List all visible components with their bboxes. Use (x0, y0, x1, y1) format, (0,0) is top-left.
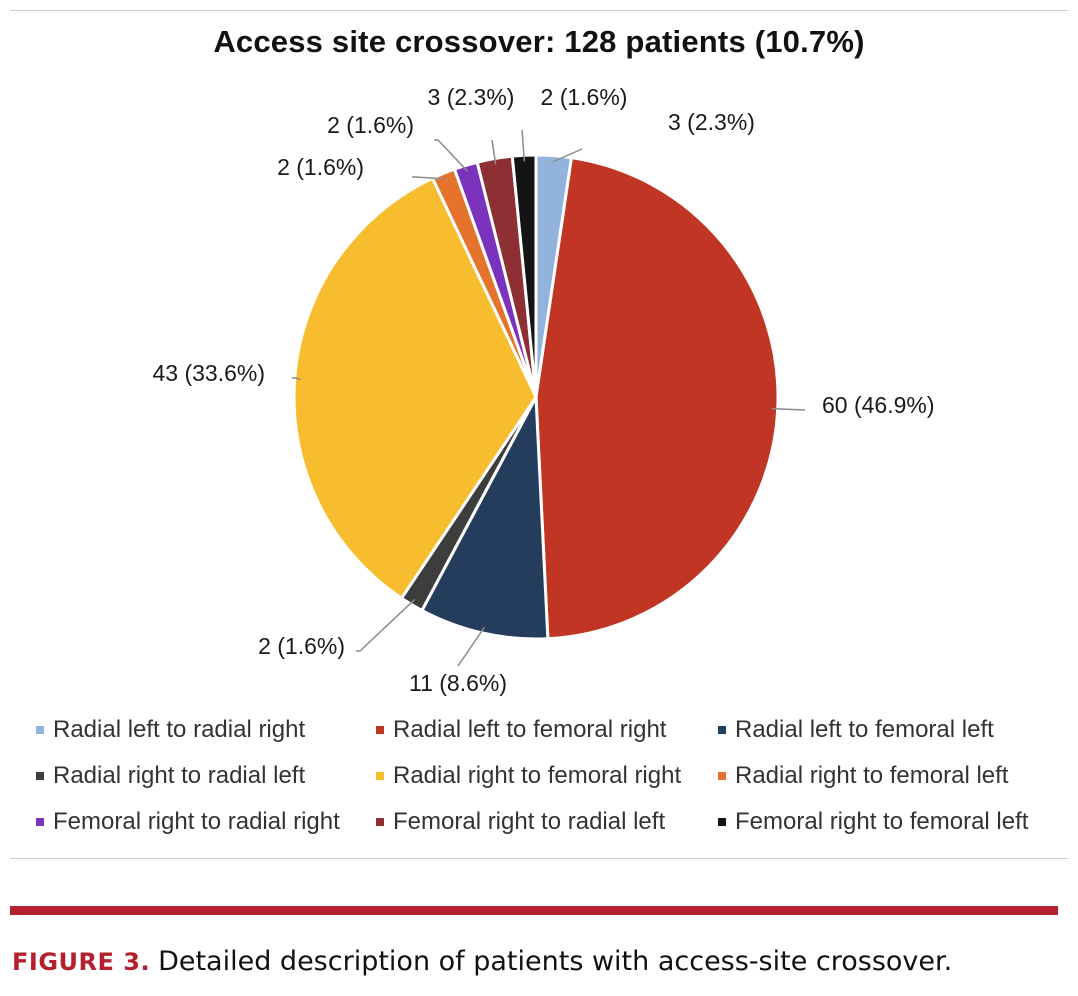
slice-label-6: 2 (1.6%) (277, 154, 364, 180)
pie-chart: 3 (2.3%) 60 (46.9%) 11 (8.6%) 2 (1.6%) 43 (3… (152, 84, 935, 696)
legend-label: Radial right to radial left (53, 762, 306, 789)
leader-line-7 (434, 139, 469, 172)
slice-label-4: 2 (1.6%) (258, 633, 345, 659)
legend-item-4: Radial right to radial left (36, 762, 305, 790)
leader-line-9 (521, 129, 526, 162)
legend-label: Femoral right to radial left (393, 808, 666, 835)
caption-label: FIGURE 3. (12, 948, 151, 976)
pie-slice-2 (534, 156, 780, 641)
slice-label-3: 11 (8.6%) (409, 670, 507, 696)
chart-title: Access site crossover: 128 patients (10.… (213, 24, 865, 59)
leader-line-6 (412, 176, 446, 180)
legend-swatch (376, 726, 384, 734)
pie-slice-5 (292, 176, 538, 600)
leader-line-5 (292, 377, 301, 381)
legend-swatch (36, 772, 44, 780)
leader-line-4 (356, 598, 416, 652)
legend-label: Femoral right to femoral left (735, 808, 1029, 835)
leader-line-3 (457, 626, 485, 667)
leader-line-1 (553, 148, 583, 163)
caption-text: Detailed description of patients with ac… (158, 946, 953, 977)
leader-line-2 (771, 407, 806, 411)
legend-item-7: Femoral right to radial right (36, 808, 340, 836)
legend-item-2: Radial left to femoral right (376, 716, 666, 744)
top-divider (10, 10, 1068, 11)
slice-label-1: 3 (2.3%) (668, 109, 755, 135)
legend-swatch (376, 818, 384, 826)
pie-slice-3 (420, 395, 550, 641)
legend-item-9: Femoral right to femoral left (718, 808, 1028, 836)
slice-label-7: 2 (1.6%) (327, 112, 414, 138)
slice-label-2: 60 (46.9%) (822, 392, 935, 418)
legend-item-8: Femoral right to radial left (376, 808, 665, 836)
legend-label: Radial right to femoral left (735, 762, 1009, 789)
legend-item-1: Radial left to radial right (36, 716, 305, 744)
legend-item-3: Radial left to femoral left (718, 716, 994, 744)
legend-item-6: Radial right to femoral left (718, 762, 1008, 790)
legend-swatch (718, 818, 726, 826)
caption-accent-bar (10, 906, 1058, 915)
legend-swatch (36, 726, 44, 734)
legend-label: Radial left to femoral left (735, 716, 994, 743)
slice-label-5: 43 (33.6%) (152, 360, 265, 386)
leader-line-8 (491, 139, 497, 165)
bottom-divider (10, 858, 1068, 859)
legend-swatch (718, 726, 726, 734)
legend-swatch (376, 772, 384, 780)
slice-label-8: 3 (2.3%) (428, 84, 515, 110)
legend-label: Radial left to radial right (53, 716, 306, 743)
slice-label-9: 2 (1.6%) (541, 84, 628, 110)
legend-label: Radial left to femoral right (393, 716, 667, 743)
legend-label: Radial right to femoral right (393, 762, 682, 789)
legend-item-5: Radial right to femoral right (376, 762, 681, 790)
legend-swatch (36, 818, 44, 826)
legend-swatch (718, 772, 726, 780)
legend-label: Femoral right to radial right (53, 808, 340, 835)
figure-caption: FIGURE 3. Detailed description of patient… (12, 945, 952, 978)
